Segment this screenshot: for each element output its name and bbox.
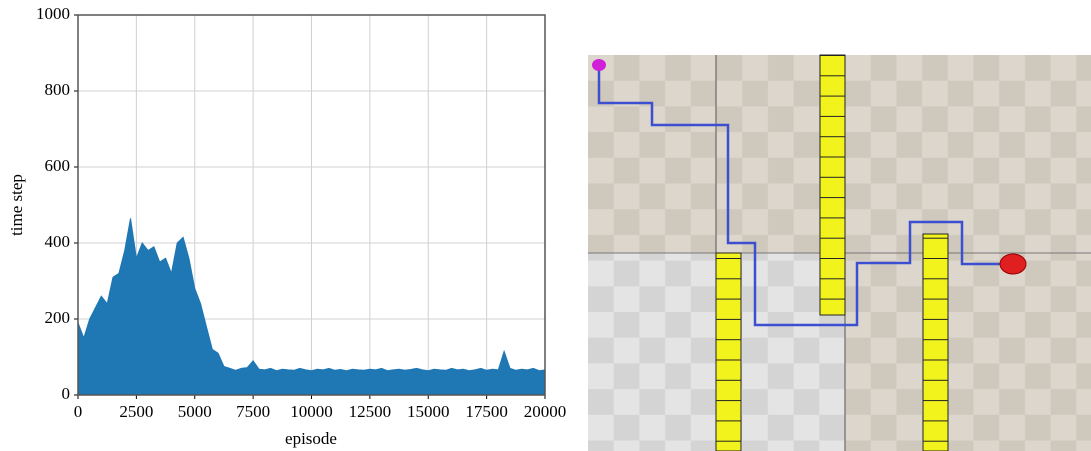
x-tick-label: 2500 (119, 402, 153, 421)
x-tick-label: 17500 (465, 402, 508, 421)
x-tick-label: 5000 (178, 402, 212, 421)
goal (1000, 254, 1026, 274)
x-axis-label: episode (285, 429, 337, 448)
x-tick-label: 7500 (236, 402, 270, 421)
y-tick-label: 1000 (36, 4, 70, 23)
y-tick-label: 800 (45, 80, 71, 99)
x-tick-label: 12500 (349, 402, 392, 421)
x-tick-label: 10000 (290, 402, 333, 421)
y-axis-label: time step (7, 174, 26, 236)
y-tick-label: 400 (45, 232, 71, 251)
wall (820, 55, 845, 315)
wall (716, 253, 741, 451)
x-tick-label: 20000 (524, 402, 567, 421)
y-tick-label: 200 (45, 308, 71, 327)
grid-world (588, 55, 1091, 451)
agent (592, 59, 606, 71)
y-tick-label: 600 (45, 156, 71, 175)
x-tick-label: 0 (74, 402, 83, 421)
x-tick-label: 15000 (407, 402, 450, 421)
y-tick-label: 0 (62, 384, 71, 403)
figure: episode time step 0200400600800100002500… (0, 0, 1091, 451)
wall (923, 234, 948, 451)
